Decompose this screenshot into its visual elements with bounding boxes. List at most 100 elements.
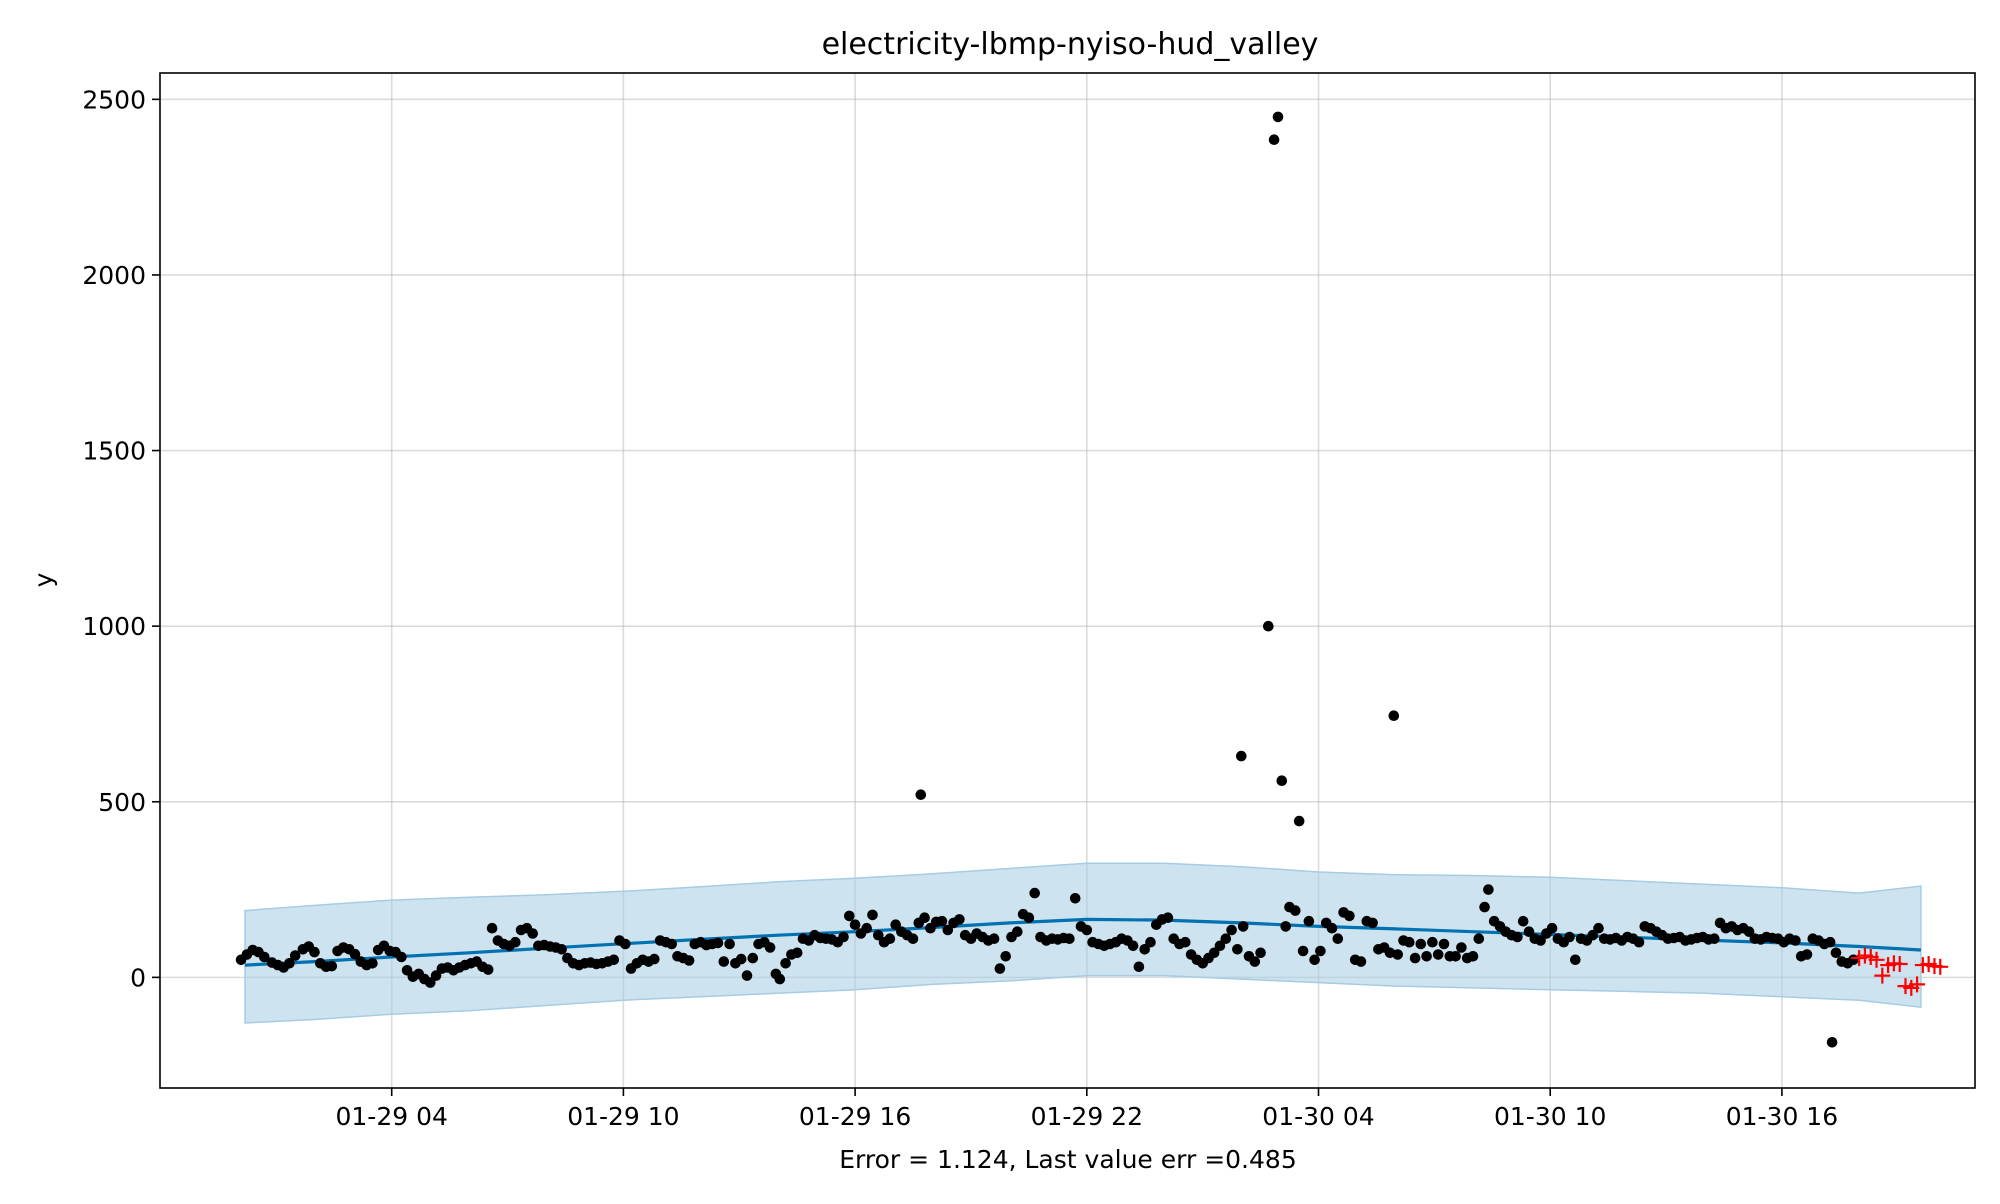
observed-point: [1564, 931, 1575, 943]
observed-point: [1064, 933, 1075, 944]
x-axis-label: Error = 1.124, Last value err =0.485: [839, 1145, 1296, 1174]
observed-point: [838, 931, 849, 943]
observed-point: [510, 936, 521, 948]
observed-point: [1479, 901, 1490, 913]
observed-point: [1029, 887, 1040, 899]
observed-point: [1824, 936, 1836, 948]
observed-point: [486, 922, 498, 934]
x-tick-label: 01-29 22: [1031, 1102, 1143, 1131]
observed-point: [1801, 949, 1813, 960]
observed-point: [1790, 935, 1801, 946]
y-axis-label: y: [29, 572, 58, 587]
y-tick-label: 1000: [82, 612, 146, 641]
observed-point: [1326, 922, 1338, 934]
y-tick-label: 0: [130, 963, 146, 992]
observed-point: [735, 953, 747, 965]
observed-point: [988, 933, 1000, 944]
observed-point: [867, 909, 878, 921]
observed-point: [1237, 921, 1249, 932]
observed-point: [764, 942, 776, 953]
observed-point: [724, 938, 735, 950]
observed-point: [994, 963, 1006, 974]
observed-point: [1145, 936, 1156, 948]
x-tick-label: 01-30 04: [1262, 1102, 1374, 1131]
observed-point: [884, 933, 896, 944]
observed-point: [1290, 905, 1301, 916]
observed-point: [1570, 954, 1581, 966]
observed-point: [1409, 952, 1421, 964]
observed-point: [1208, 947, 1220, 959]
observed-point: [1830, 947, 1842, 959]
future-point: [1874, 967, 1891, 984]
observed-point: [1743, 926, 1755, 937]
x-tick-label: 01-30 10: [1494, 1102, 1606, 1131]
observed-point: [1826, 1037, 1838, 1048]
observed-point: [1280, 921, 1291, 932]
future-point: [1909, 976, 1926, 993]
observed-point: [774, 973, 786, 985]
observed-point: [861, 922, 872, 934]
observed-point: [1012, 926, 1023, 937]
observed-point: [1467, 951, 1479, 962]
observed-point: [1367, 917, 1378, 929]
future-points: [1851, 947, 1949, 996]
observed-point: [780, 958, 791, 969]
observed-point: [1415, 938, 1427, 950]
observed-point: [1523, 926, 1535, 937]
observed-point: [1427, 936, 1438, 948]
observed-point: [1517, 915, 1529, 927]
observed-point: [1293, 815, 1305, 827]
observed-point: [1587, 929, 1598, 941]
observed-point: [1268, 134, 1280, 145]
observed-point: [849, 919, 861, 930]
observed-point: [1450, 951, 1461, 962]
observed-point: [1303, 915, 1315, 927]
observed-point: [1512, 931, 1523, 943]
future-point: [1932, 958, 1949, 975]
observed-point: [1355, 956, 1367, 967]
forecast-uncertainty-band: [244, 862, 1922, 1024]
observed-points: [235, 111, 1859, 1048]
observed-point: [556, 944, 567, 955]
observed-point: [942, 924, 954, 936]
observed-point: [1180, 936, 1191, 948]
observed-point: [1220, 933, 1232, 944]
observed-point: [1000, 951, 1011, 962]
observed-point: [620, 938, 631, 950]
observed-point: [1255, 947, 1266, 959]
observed-point: [1593, 922, 1604, 934]
observed-point: [1297, 945, 1309, 957]
observed-point: [1709, 933, 1720, 944]
observed-point: [919, 912, 930, 923]
observed-point: [309, 946, 320, 958]
y-axis-ticks: 0 500 1000 1500 2000 2500: [82, 85, 160, 992]
observed-point: [1344, 910, 1355, 922]
observed-point: [741, 970, 753, 981]
observed-point: [873, 929, 884, 941]
observed-point: [1214, 940, 1226, 952]
forecast-line-path: [244, 917, 1921, 967]
observed-point: [349, 948, 361, 960]
x-tick-label: 01-29 04: [335, 1102, 447, 1131]
observed-point: [527, 928, 538, 939]
observed-point: [1633, 936, 1645, 948]
observed-point: [1139, 944, 1150, 955]
observed-point: [1438, 938, 1450, 950]
observed-point: [1432, 949, 1444, 960]
x-tick-label: 01-29 10: [567, 1102, 679, 1131]
observed-point: [936, 915, 948, 927]
observed-point: [791, 947, 803, 959]
observed-point: [1546, 922, 1558, 934]
observed-point: [1232, 944, 1243, 955]
observed-point: [1133, 961, 1145, 973]
forecast-line: [244, 917, 1921, 967]
observed-point: [683, 955, 695, 966]
observed-point: [1332, 933, 1344, 944]
x-tick-label: 01-29 16: [799, 1102, 911, 1131]
x-axis-ticks: 01-29 04 01-29 10 01-29 16 01-29 22 01-30 04…: [335, 1088, 1838, 1131]
observed-point: [1276, 775, 1288, 786]
observed-point: [1069, 893, 1081, 904]
observed-point: [1421, 951, 1432, 962]
observed-point: [718, 956, 730, 967]
